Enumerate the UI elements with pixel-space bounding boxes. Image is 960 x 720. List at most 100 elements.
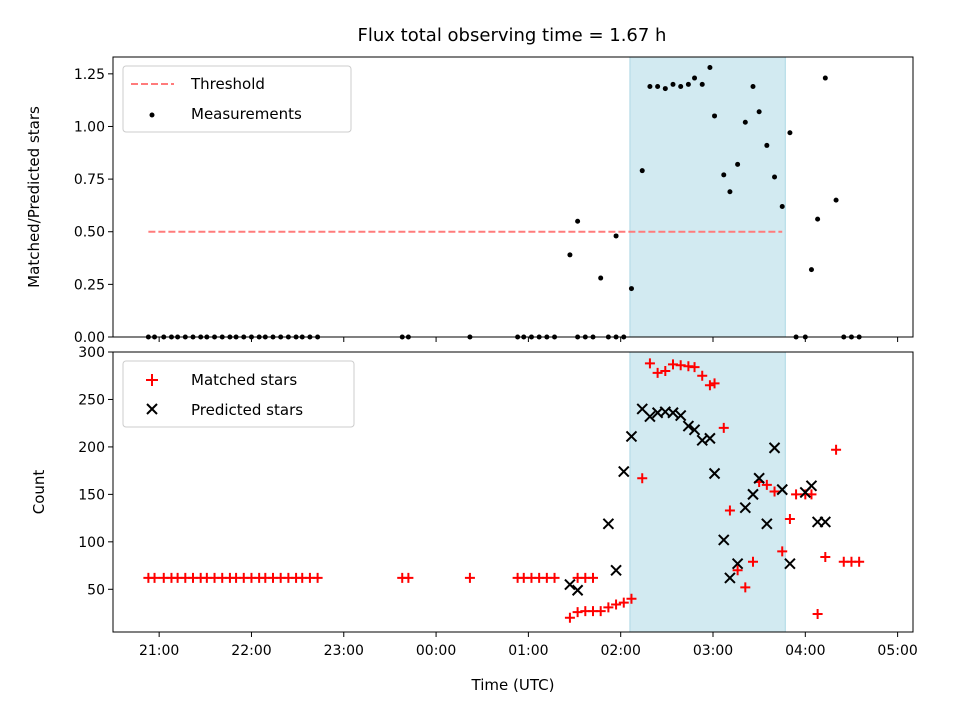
predicted-star-point: [704, 432, 716, 445]
top-legend-box: [122, 65, 352, 133]
y-tick-label: 0.50: [74, 225, 105, 241]
top-legend: Threshold Measurements: [122, 65, 352, 133]
measurement-point: [670, 81, 676, 87]
bottom-legend-box: [122, 360, 355, 428]
measurement-point: [787, 130, 793, 136]
measurement-point: [647, 83, 653, 89]
chart-title: Flux total observing time = 1.67 h: [358, 25, 667, 46]
predicted-star-point: [610, 564, 622, 577]
measurement-point: [712, 113, 718, 119]
legend-matched-marker: [146, 374, 158, 386]
predicted-star-point: [784, 557, 796, 570]
predicted-star-point: [564, 578, 576, 591]
matched-star-point: [588, 572, 598, 583]
predicted-star-point: [625, 430, 638, 443]
measurement-point: [655, 83, 661, 89]
measurement-point: [567, 252, 573, 258]
bottom-y-ticks: 50 100 150 200 250 300: [78, 345, 113, 598]
measurement-point: [721, 172, 727, 178]
matched-star-point: [464, 572, 475, 583]
matched-star-point: [854, 556, 865, 567]
matched-star-point: [732, 565, 743, 576]
matched-star-point: [709, 378, 720, 389]
matched-star-point: [791, 489, 802, 500]
top-marks: [145, 65, 862, 340]
matched-star-point: [312, 572, 323, 583]
measurement-point: [764, 142, 770, 148]
predicted-star-point: [805, 480, 818, 492]
matched-star-point: [812, 608, 823, 619]
matched-star-point: [724, 505, 735, 516]
matched-star-point: [644, 358, 655, 369]
matched-star-point: [637, 473, 648, 484]
predicted-star-point: [768, 442, 781, 454]
top-x-ticks: [158, 337, 899, 342]
matched-star-point: [149, 572, 160, 583]
measurement-point: [685, 81, 691, 87]
matched-star-point: [769, 486, 780, 497]
measurement-point: [613, 233, 619, 239]
predicted-star-point: [776, 483, 788, 496]
matched-star-point: [603, 602, 614, 613]
bottom-panel: 50 100 150 200 250 300 21:00 22:00 23:00 00:00 01…: [30, 345, 918, 694]
matched-star-point: [595, 606, 606, 617]
measurement-point: [772, 174, 778, 180]
matched-star-point: [718, 422, 729, 433]
predicted-star-point: [682, 420, 695, 432]
matched-star-point: [652, 367, 663, 378]
top-ylabel: Matched/Predicted stars: [25, 106, 43, 288]
matched-star-point: [820, 552, 831, 563]
measurement-point: [575, 218, 581, 224]
y-tick-label: 1.00: [74, 119, 105, 135]
matched-star-point: [611, 599, 622, 610]
y-tick-label: 150: [78, 487, 105, 503]
y-tick-label: 1.25: [74, 67, 105, 83]
bottom-x-ticks: 21:00 22:00 23:00 00:00 01:00 02:00 03:00 04:00…: [139, 632, 918, 659]
predicted-star-point: [618, 465, 630, 478]
predicted-star-point: [819, 516, 832, 528]
predicted-star-point: [731, 557, 744, 570]
x-tick-label: 22:00: [231, 643, 271, 659]
legend-predicted-label: Predicted stars: [191, 401, 303, 419]
y-tick-label: 250: [78, 392, 105, 408]
top-plot-border: [112, 56, 914, 338]
predicted-star-point: [688, 424, 701, 436]
x-tick-label: 03:00: [693, 643, 733, 659]
matched-star-point: [748, 556, 758, 567]
predicted-star-point: [667, 407, 679, 419]
x-tick-label: 04:00: [785, 643, 825, 659]
measurement-point: [808, 267, 814, 273]
measurement-point: [735, 161, 741, 167]
bottom-plot-border: [112, 351, 914, 633]
measurement-point: [628, 286, 634, 292]
bottom-ylabel: Count: [30, 470, 48, 515]
y-tick-label: 0.25: [74, 277, 105, 293]
bottom-legend: Matched stars Predicted stars: [122, 360, 355, 428]
y-tick-label: 100: [78, 535, 105, 551]
y-tick-label: 0.75: [74, 172, 105, 188]
legend-matched-label: Matched stars: [191, 371, 297, 389]
measurement-point: [779, 203, 785, 209]
measurement-point: [699, 81, 705, 87]
predicted-star-point: [674, 409, 687, 422]
top-y-ticks: 0.00 0.25 0.50 0.75 1.00 1.25: [74, 67, 113, 346]
matched-star-point: [618, 597, 629, 608]
predicted-star-point: [747, 488, 759, 501]
legend-measurements-label: Measurements: [191, 105, 302, 123]
matched-star-point: [777, 546, 788, 557]
x-tick-label: 21:00: [139, 643, 179, 659]
measurement-point: [707, 65, 713, 71]
legend-measurements-marker: [149, 112, 155, 118]
measurement-point: [815, 216, 821, 222]
measurement-point: [750, 83, 756, 89]
y-tick-label: 300: [78, 345, 105, 361]
x-tick-label: 05:00: [877, 643, 917, 659]
matched-star-point: [704, 380, 715, 391]
bottom-highlight-span: [629, 351, 786, 633]
measurement-point: [833, 197, 839, 203]
predicted-star-point: [571, 584, 584, 596]
predicted-star-point: [761, 518, 773, 530]
y-tick-label: 0.00: [74, 330, 105, 346]
matched-star-point: [564, 612, 575, 623]
